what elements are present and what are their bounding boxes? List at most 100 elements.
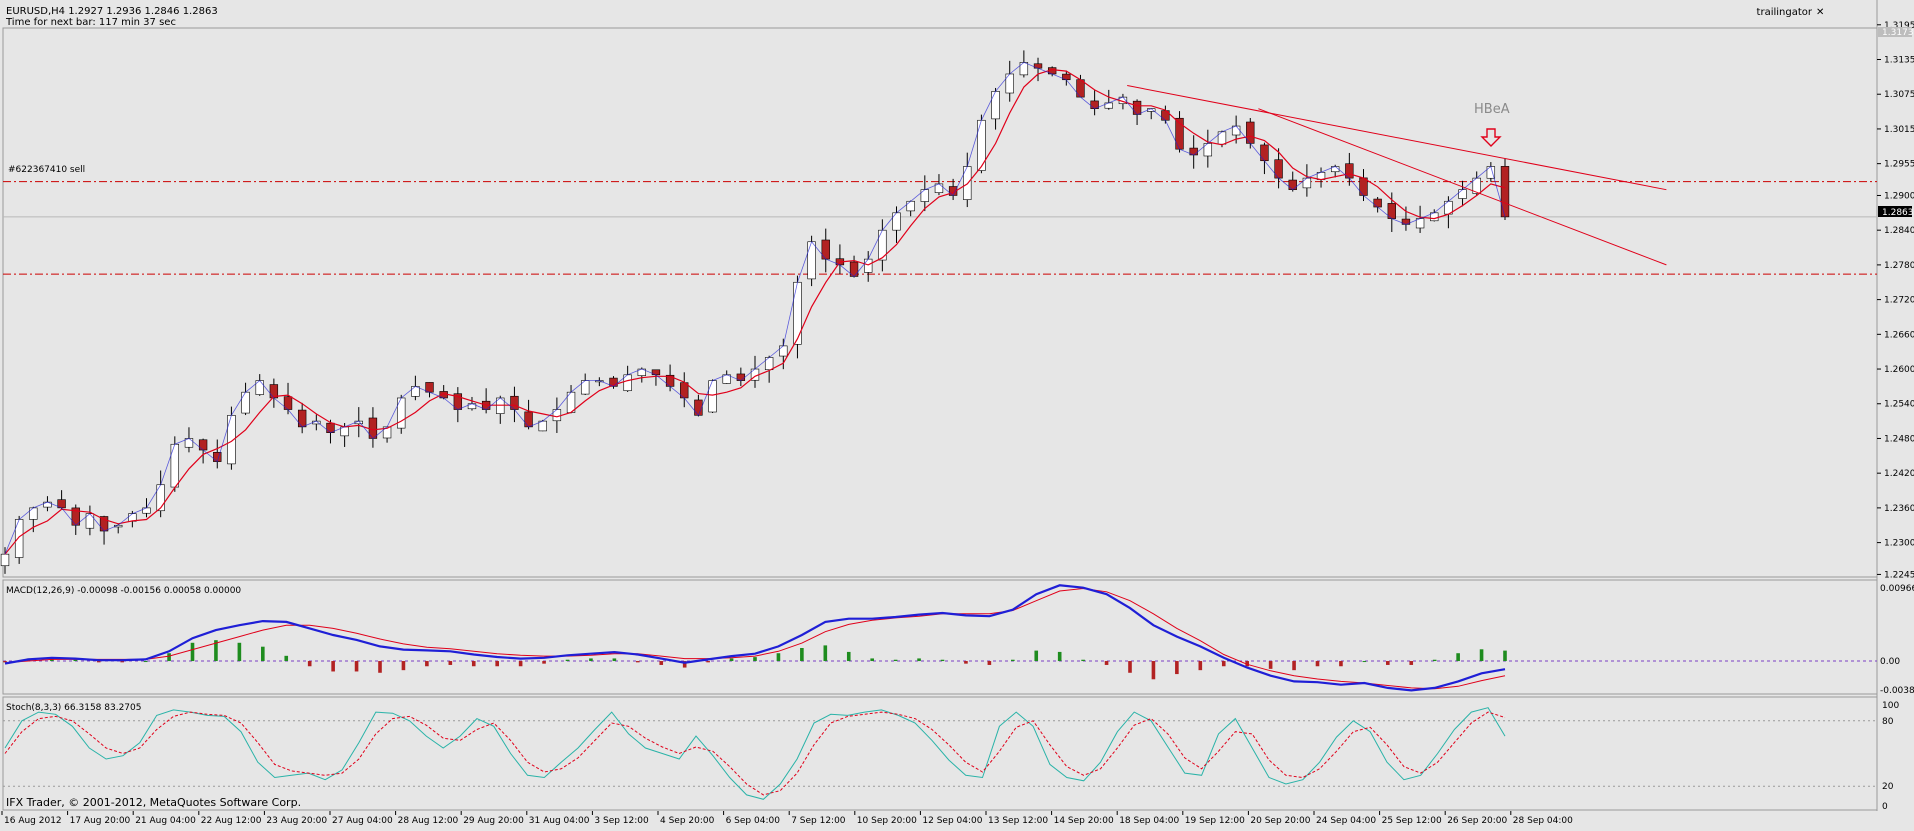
macd-histogram-bar: [1081, 659, 1085, 662]
stoch-tick-label: 0: [1882, 802, 1888, 812]
bull-candle-body: [991, 91, 1000, 120]
macd-lines: [4, 584, 1506, 692]
candle: [1260, 142, 1269, 175]
macd-histogram-bar: [1503, 650, 1507, 662]
bear-candle-body: [1500, 166, 1510, 218]
candle: [43, 496, 52, 512]
macd-tick-label: 0.00966: [1880, 584, 1914, 594]
candle: [1345, 152, 1354, 186]
candle: [453, 387, 463, 423]
macd-histogram-bar: [1315, 661, 1320, 667]
candle: [977, 114, 986, 174]
candle: [623, 365, 632, 392]
bull-candle-body: [0, 553, 10, 567]
order-line-label: #622367410 sell: [8, 165, 85, 175]
macd-histogram-bar: [636, 661, 640, 663]
fast-ma-path: [4, 61, 1506, 555]
time-tick-label: 16 Aug 2012: [4, 816, 62, 826]
time-tick-label: 26 Sep 20:00: [1447, 816, 1507, 826]
macd-histogram-bar: [1128, 661, 1132, 673]
price-tick-label: 1.3135: [1884, 56, 1914, 66]
macd-pane-frame: [2, 579, 1878, 695]
bull-candle-body: [170, 443, 180, 488]
moving-average-line: [4, 61, 1506, 555]
candle: [580, 373, 590, 396]
candle: [1430, 209, 1439, 222]
candle: [1005, 60, 1014, 102]
close-icon[interactable]: ✕: [1816, 7, 1824, 18]
macd-histogram-bar: [261, 646, 265, 662]
stoch-pane-frame: [2, 696, 1878, 811]
candle: [297, 402, 307, 434]
candle: [722, 370, 731, 384]
candle: [892, 206, 901, 243]
macd-histogram-bar: [331, 661, 335, 672]
macd-histogram: [3, 640, 1877, 680]
bull-candle-body: [779, 345, 788, 357]
macd-histogram-bar: [1268, 661, 1273, 669]
bear-candle-body: [1373, 198, 1382, 208]
price-tick-label: 1.3075: [1884, 90, 1914, 100]
price-tick-label: 1.2245: [1884, 570, 1914, 580]
candle: [71, 504, 80, 535]
macd-histogram-bar: [1104, 661, 1109, 665]
trend-line[interactable]: [1258, 108, 1667, 266]
macd-histogram-bar: [1034, 650, 1039, 662]
pattern-label: НВеА: [1474, 102, 1510, 117]
macd-histogram-bar: [518, 661, 523, 667]
macd-histogram-bar: [1151, 661, 1156, 680]
price-tick-label: 1.2720: [1884, 296, 1914, 306]
macd-histogram-bar: [3, 661, 7, 663]
macd-histogram-bar: [917, 658, 921, 662]
candle: [1387, 192, 1396, 232]
macd-histogram-bar: [1175, 661, 1179, 675]
macd-histogram-bar: [1057, 651, 1062, 662]
price-tick-label: 1.2420: [1884, 469, 1914, 479]
price-tick-label: 1.2955: [1884, 160, 1914, 170]
time-tick-label: 25 Sep 12:00: [1382, 816, 1442, 826]
candle: [1090, 90, 1099, 116]
price-tick-label: 1.2360: [1884, 504, 1914, 514]
candle: [609, 376, 618, 389]
top-price-marker: [1878, 27, 1912, 37]
time-tick-label: 31 Aug 04:00: [529, 816, 590, 826]
bull-candle-body: [906, 200, 915, 212]
time-tick-label: 18 Sep 04:00: [1119, 816, 1179, 826]
macd-histogram-bar: [120, 661, 124, 663]
candle: [1500, 158, 1510, 220]
time-tick-label: 19 Sep 12:00: [1185, 816, 1245, 826]
time-tick-label: 29 Aug 20:00: [463, 816, 524, 826]
candle: [510, 386, 519, 423]
candle: [368, 407, 378, 448]
macd-histogram-bar: [870, 658, 874, 662]
time-tick-label: 4 Sep 20:00: [660, 816, 715, 826]
candle: [1104, 89, 1113, 110]
macd-histogram-bar: [401, 661, 406, 671]
ma-path: [4, 68, 1506, 555]
candle: [651, 369, 661, 386]
macd-histogram-bar: [1245, 661, 1249, 667]
order-lines[interactable]: [3, 181, 1877, 275]
down-arrow-icon: [1480, 128, 1502, 147]
candle: [397, 394, 406, 434]
trend-line[interactable]: [1127, 85, 1667, 191]
copyright-watermark: IFX Trader, © 2001-2012, MetaQuotes Soft…: [6, 796, 301, 809]
macd-histogram-bar: [1221, 661, 1226, 667]
next-bar-timer: Time for next bar: 117 min 37 sec: [5, 17, 176, 28]
candlestick-series: [0, 50, 1510, 574]
macd-histogram-bar: [214, 640, 218, 662]
candle: [906, 200, 915, 217]
time-tick-label: 13 Sep 12:00: [988, 816, 1048, 826]
macd-histogram-bar: [73, 659, 78, 662]
macd-histogram-bar: [565, 659, 570, 662]
trend-lines[interactable]: [1127, 85, 1667, 266]
candle: [1359, 169, 1368, 202]
bear-candle-body: [297, 409, 307, 428]
candle: [255, 374, 264, 396]
time-tick-label: 14 Sep 20:00: [1054, 816, 1114, 826]
time-tick-label: 6 Sep 04:00: [726, 816, 781, 826]
candle: [793, 275, 802, 359]
macd-histogram-bar: [542, 661, 546, 664]
